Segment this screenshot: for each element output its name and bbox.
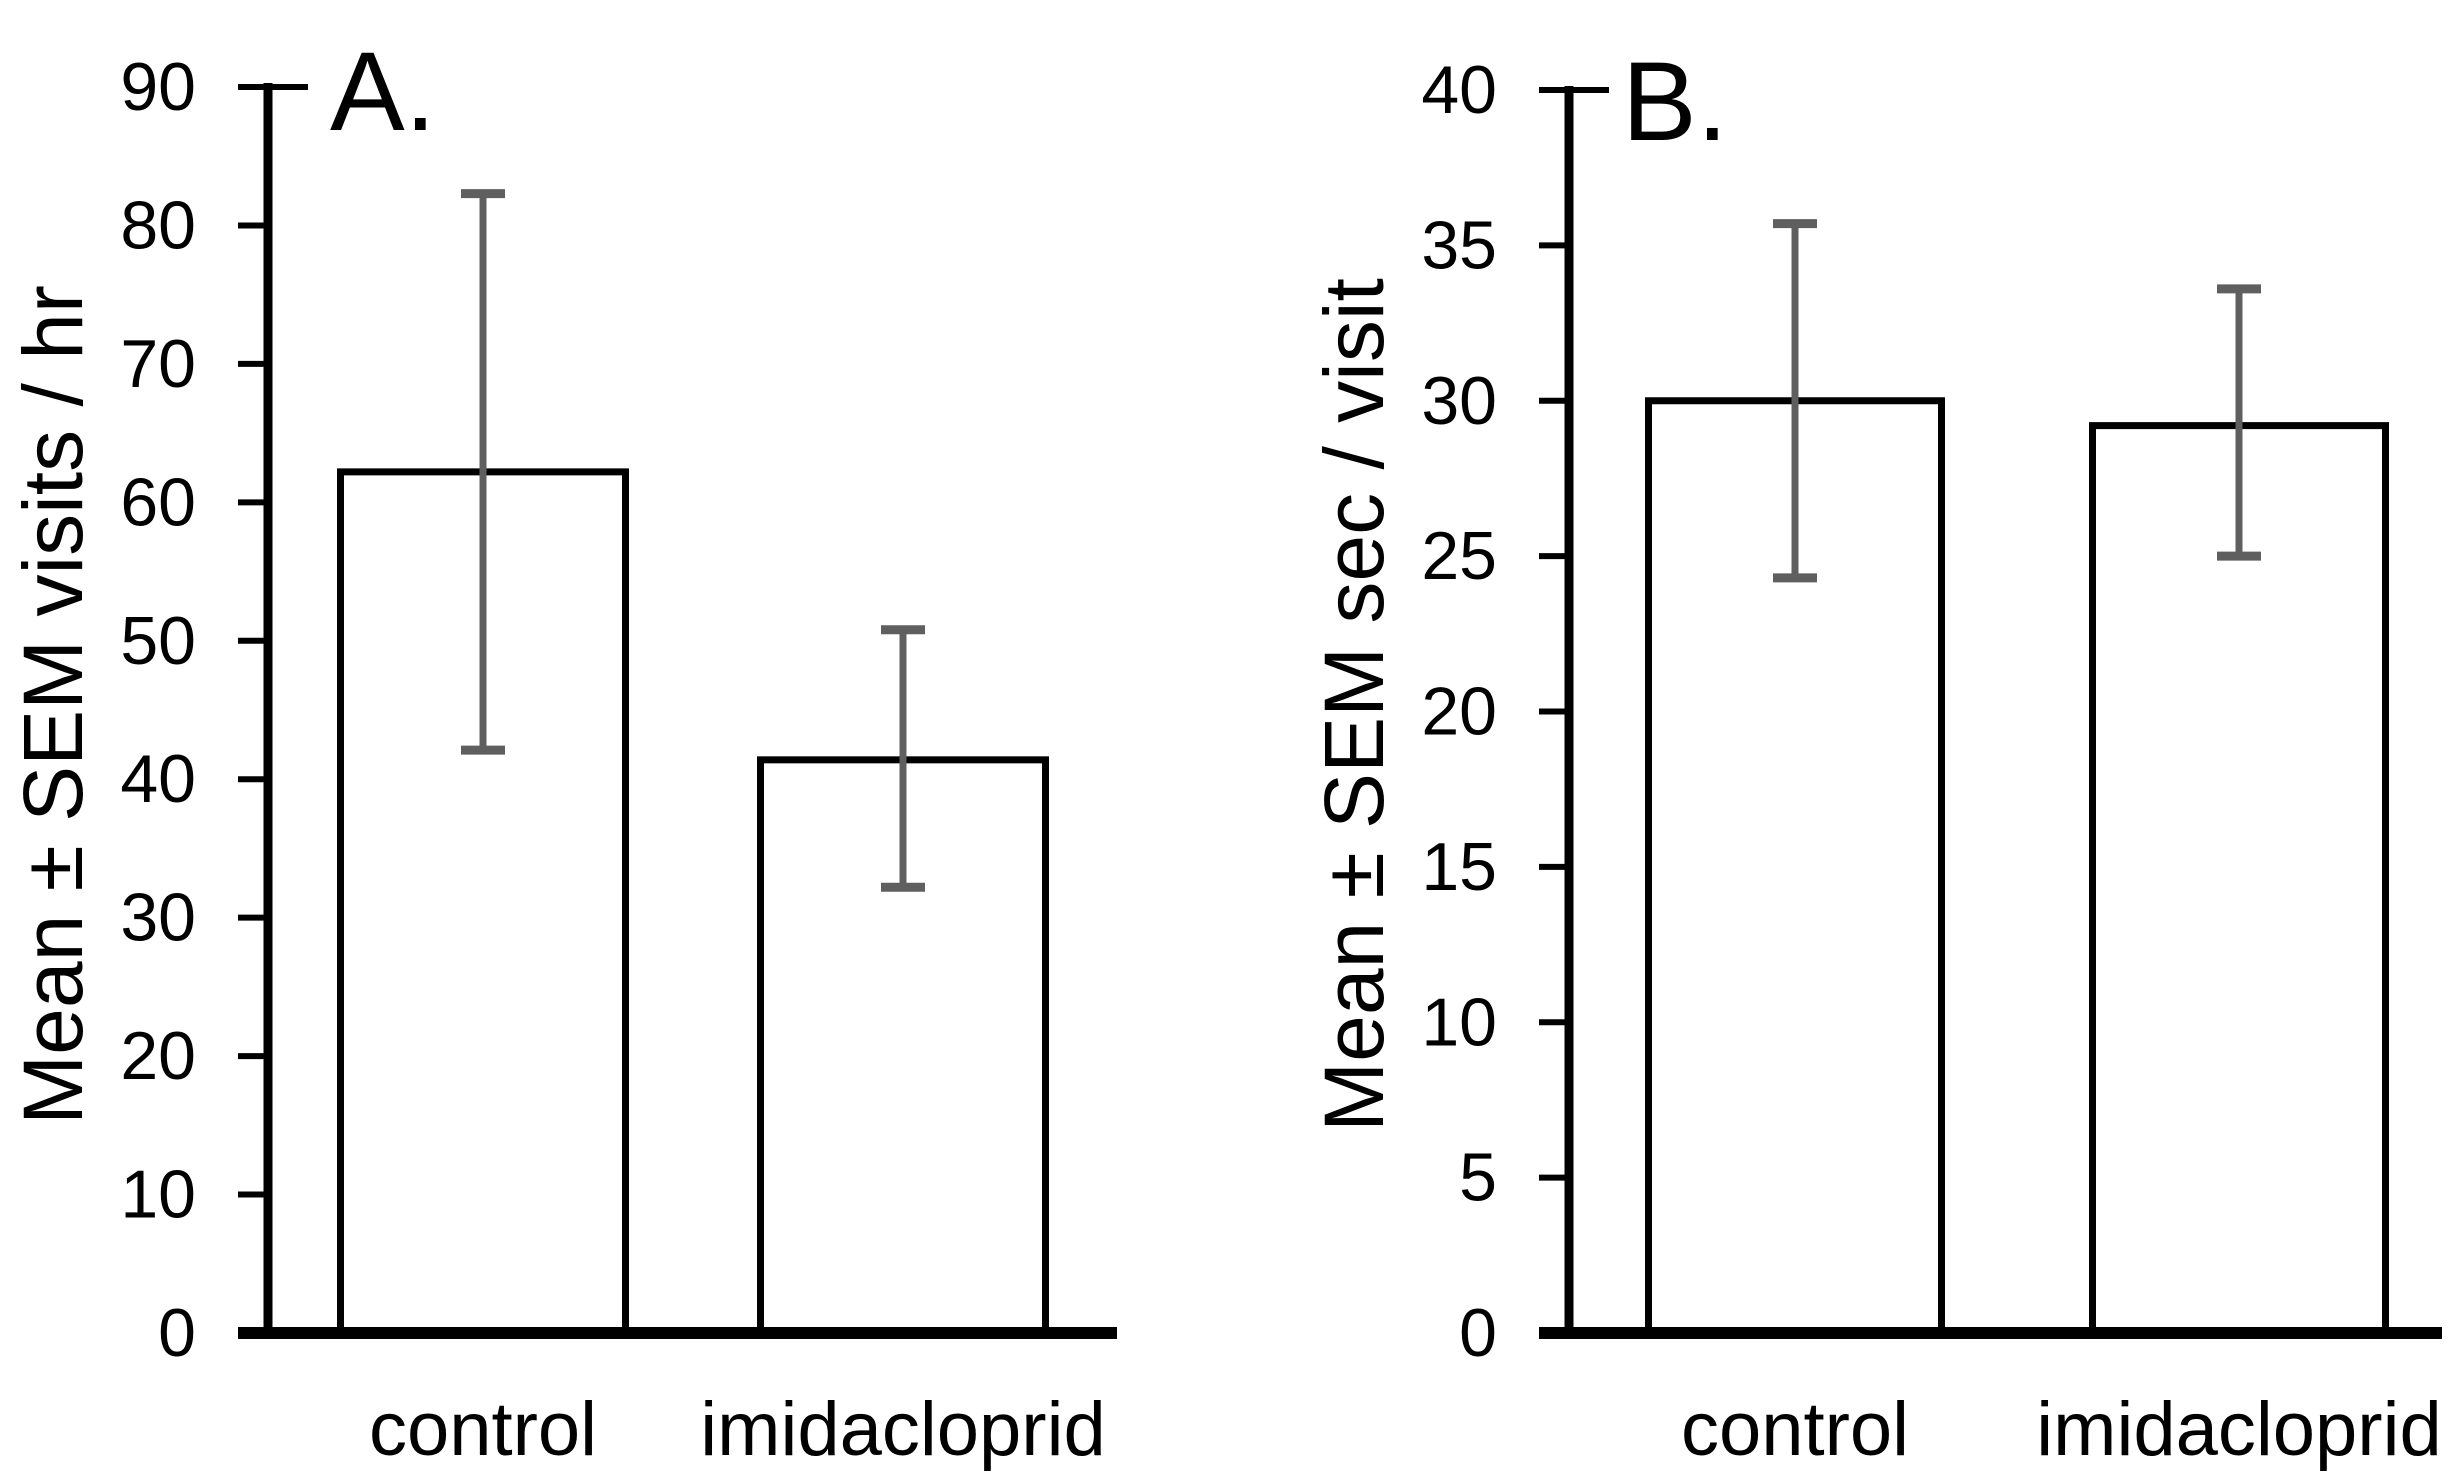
- y-tick-label: 15: [1421, 829, 1497, 905]
- bar-imidacloprid: [2089, 422, 2389, 1337]
- y-axis-title: Mean ± SEM visits / hr: [6, 285, 100, 1125]
- y-tick-label: 40: [120, 741, 196, 817]
- y-tick-label: 30: [1421, 363, 1497, 439]
- y-tick-label: 80: [120, 187, 196, 263]
- panel-a: 0 10 20 30 40 50 60 70 80 90 control imidacloprid A.…: [6, 29, 1117, 1472]
- x-category-label-imidacloprid: imidacloprid: [2036, 1387, 2442, 1472]
- x-category-label-imidacloprid: imidacloprid: [700, 1387, 1106, 1472]
- y-tick-label: 90: [120, 49, 196, 125]
- y-tick-label: 20: [120, 1018, 196, 1094]
- y-tick-label: 70: [120, 326, 196, 402]
- y-tick-label: 5: [1459, 1140, 1497, 1216]
- y-tick-label: 0: [1459, 1295, 1497, 1371]
- y-tick-label: 35: [1421, 207, 1497, 283]
- y-tick-label: 60: [120, 464, 196, 540]
- panel-b: 0 5 10 15 20 25 30 35 40 control imidacloprid B. Mea…: [1307, 39, 2442, 1472]
- y-tick-label: 40: [1421, 52, 1497, 128]
- y-tick-label: 10: [1421, 984, 1497, 1060]
- y-tick-label: 10: [120, 1157, 196, 1233]
- y-tick-label: 0: [158, 1295, 196, 1371]
- y-tick-label: 50: [120, 603, 196, 679]
- panel-label: B.: [1622, 39, 1728, 164]
- x-category-label-control: control: [1681, 1387, 1909, 1472]
- x-category-label-control: control: [369, 1387, 597, 1472]
- y-tick-label: 20: [1421, 674, 1497, 750]
- y-axis-title: Mean ± SEM sec / visit: [1307, 278, 1401, 1132]
- panel-label: A.: [330, 29, 436, 154]
- y-tick-label: 30: [120, 880, 196, 956]
- y-tick-label: 25: [1421, 518, 1497, 594]
